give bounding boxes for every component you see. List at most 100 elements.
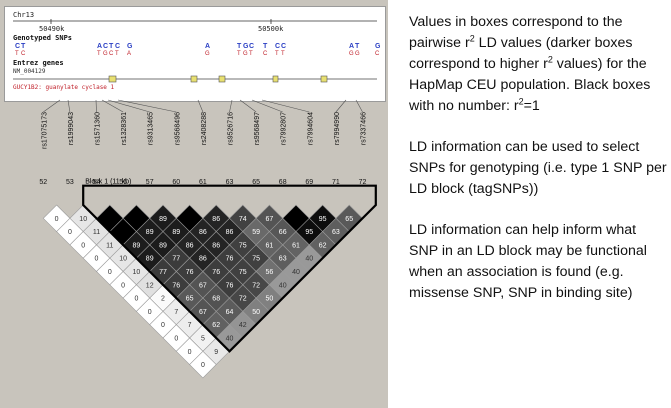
ld-cell-value: 76 — [212, 269, 220, 276]
ruler-tick-label: 50500k — [258, 25, 284, 33]
snp-allele-top: A — [97, 43, 102, 50]
ld-cell-value: 67 — [199, 309, 207, 316]
ld-cell-value: 89 — [159, 216, 167, 223]
snp-id-label: rs1328361 — [121, 112, 128, 145]
snp-allele-top: T — [21, 43, 26, 50]
snp-allele-bottom: G — [243, 51, 248, 57]
ld-cell-value: 95 — [319, 216, 327, 223]
ld-cell-value: 40 — [279, 282, 287, 289]
ld-cell — [189, 350, 217, 379]
snp-allele-top: A — [349, 43, 354, 50]
ld-cell-value: 40 — [305, 256, 313, 263]
snp-id-label: rs9568497 — [254, 112, 261, 145]
snp-allele-top: G — [243, 43, 249, 50]
snp-allele-bottom: G — [103, 51, 108, 57]
ld-cell-value: 89 — [172, 229, 180, 236]
ld-cell-value: 63 — [332, 229, 340, 236]
ld-cell-value: 61 — [266, 242, 274, 249]
note-functional-snp: LD information can help inform what SNP … — [409, 222, 647, 301]
ld-cell-value: 9 — [214, 349, 218, 356]
ld-cell-value: 7 — [174, 309, 178, 316]
ld-cell-value: 86 — [186, 242, 194, 249]
snp-position-labels: 52 53 54 56 57 60 61 63 65 68 69 71 72 — [39, 179, 366, 186]
snp-connector — [355, 99, 363, 113]
snp-connector — [229, 99, 233, 113]
ld-cell-value: 0 — [134, 296, 138, 303]
ld-cell-value: 0 — [174, 336, 178, 343]
snp-connector — [107, 99, 150, 113]
snp-allele-bottom: G — [355, 51, 360, 57]
ld-cell-value: 72 — [252, 282, 260, 289]
ld-cells: 0 10 89 86 74 67 95 650 11 89 89 86 86 59 66 95 630 11 89 8… — [42, 204, 363, 379]
ld-cell-value: 77 — [172, 256, 180, 263]
entrez-genes-label: Entrez genes — [13, 59, 64, 67]
ld-cell-value: 10 — [133, 269, 141, 276]
ld-cell-value: 65 — [345, 216, 353, 223]
ld-cell-value: 0 — [68, 229, 72, 236]
ld-cell-value: 67 — [266, 216, 274, 223]
snp-position-label: 56 — [119, 179, 127, 186]
ld-cell-value: 77 — [159, 269, 167, 276]
ld-cell-value: 0 — [161, 322, 165, 329]
snp-position-label: 60 — [172, 179, 180, 186]
snp-allele-bottom: T — [281, 51, 285, 57]
gene-exon — [320, 75, 328, 83]
snp-position-label: 72 — [359, 179, 367, 186]
ld-cell-value: 86 — [212, 242, 220, 249]
snp-connector — [239, 99, 257, 113]
genotyped-snps-label: Genotyped SNPs — [13, 34, 72, 42]
snp-position-label: 57 — [146, 179, 154, 186]
snp-id-label: rs2408288 — [201, 112, 208, 145]
snp-allele-bottom: T — [275, 51, 279, 57]
snp-connector — [95, 99, 97, 113]
ld-cell-value: 0 — [121, 282, 125, 289]
snp-connector — [251, 99, 283, 113]
ld-cell-value: 63 — [279, 256, 287, 263]
gene-exon — [190, 75, 198, 83]
snp-connector — [261, 99, 310, 113]
snp-allele-top: C — [275, 43, 280, 50]
ld-cell-value: 68 — [212, 296, 220, 303]
snp-allele-bottom: G — [205, 51, 210, 57]
ld-cell-value: 2 — [161, 296, 165, 303]
ld-cell-value: 67 — [199, 282, 207, 289]
snp-allele-top: T — [237, 43, 242, 50]
snp-position-label: 71 — [332, 179, 340, 186]
ld-block-outline — [82, 184, 377, 353]
ld-cell-value: 89 — [159, 242, 167, 249]
ld-cell-value: 86 — [212, 216, 220, 223]
ld-cell-value: 0 — [95, 256, 99, 263]
ld-cell-value: 0 — [108, 269, 112, 276]
snp-id-label: rs1999043 — [68, 112, 75, 145]
snp-allele-bottom: T — [115, 51, 119, 57]
ld-cell-value: 75 — [239, 242, 247, 249]
ld-cell-value: 56 — [266, 269, 274, 276]
snp-position-label: 54 — [93, 179, 101, 186]
snp-allele-bottom: T — [15, 51, 19, 57]
ld-cell-value: 59 — [252, 229, 260, 236]
snp-id-label: rs7994604 — [307, 112, 314, 145]
snp-allele-top: T — [109, 43, 114, 50]
snp-connector — [101, 99, 124, 113]
note-ld-values: Values in boxes correspond to the pairwi… — [409, 14, 651, 114]
snp-allele-bottom: T — [237, 51, 241, 57]
ld-cell-value: 76 — [226, 282, 234, 289]
ld-heatmap: rs17075173 rs1999043 rs1571360 rs1328361 rs9… — [39, 99, 377, 379]
ld-cell-value: 0 — [148, 309, 152, 316]
ld-cell-value: 40 — [226, 336, 234, 343]
ld-cell-value: 74 — [239, 216, 247, 223]
snp-position-label: 53 — [66, 179, 74, 186]
snp-id-label: rs7337466 — [361, 112, 368, 145]
snp-allele-bottom: C — [21, 51, 26, 57]
snp-position-label: 52 — [39, 179, 47, 186]
snp-position-label: 61 — [199, 179, 207, 186]
snp-allele-bottom: C — [263, 51, 268, 57]
snp-position-label: 69 — [305, 179, 313, 186]
snp-allele-top: C — [15, 43, 20, 50]
snp-allele-top: C — [249, 43, 254, 50]
ld-cell-value: 40 — [292, 269, 300, 276]
ld-cell-value: 65 — [186, 296, 194, 303]
snp-id-label: rs1571360 — [95, 112, 102, 145]
ld-cell-value: 76 — [226, 256, 234, 263]
